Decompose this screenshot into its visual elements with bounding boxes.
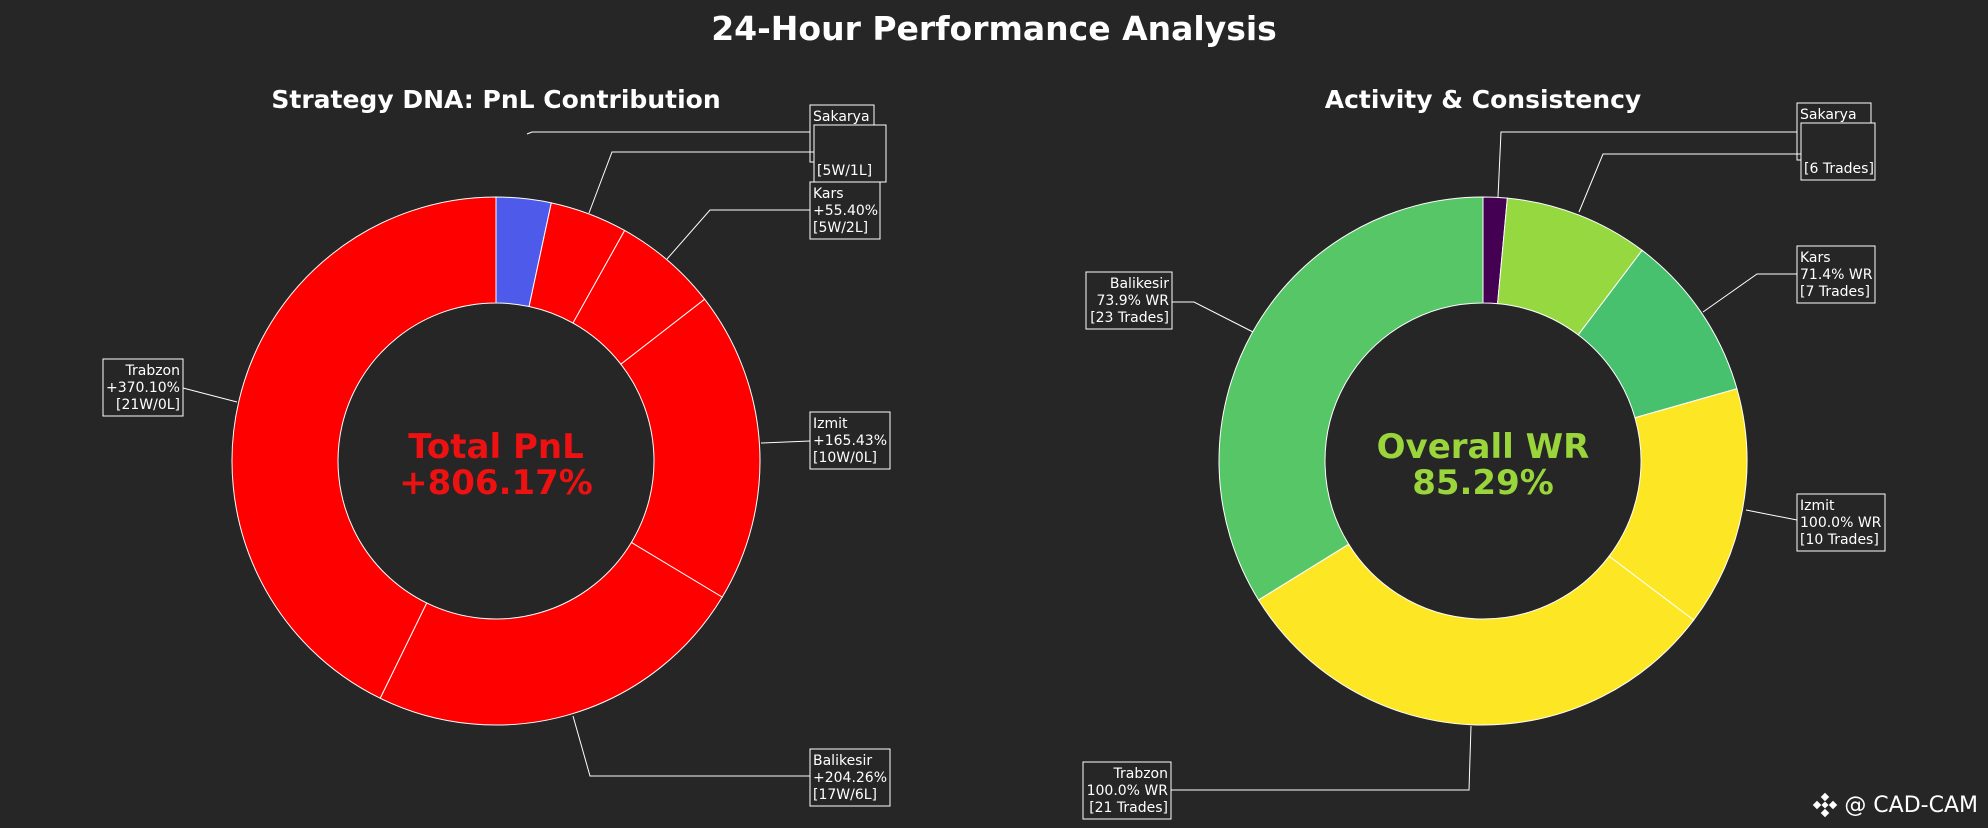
leader-line-izmit bbox=[1745, 509, 1798, 521]
slice-label-balikesir-2: +204.26% bbox=[813, 770, 887, 786]
watermark-text: @ CAD-CAM bbox=[1844, 792, 1978, 818]
donut-slice-izmit bbox=[1608, 388, 1748, 621]
center-label-title-1: Total PnL bbox=[408, 427, 584, 467]
leader-line-balikesir bbox=[1172, 301, 1254, 333]
slice-label-izmit-3: [10 Trades] bbox=[1800, 532, 1879, 548]
center-label-value-2: 85.29% bbox=[1412, 463, 1554, 503]
label-box-ordu bbox=[1800, 122, 1876, 181]
donut-slice-balikesir bbox=[379, 541, 723, 726]
slice-label-izmit-2: +165.43% bbox=[813, 433, 887, 449]
slice-label-kars-2: +55.40% bbox=[813, 203, 878, 219]
leader-line-sakarya bbox=[1497, 131, 1797, 198]
slice-label-izmit-2: 100.0% WR bbox=[1800, 515, 1882, 531]
subplot-title-2: Activity & Consistency bbox=[1325, 85, 1641, 114]
label-box-balikesir bbox=[809, 748, 891, 807]
leader-line-izmit bbox=[760, 440, 811, 444]
slice-label-kars-3: [7 Trades] bbox=[1800, 284, 1870, 300]
donut-slice-trabzon bbox=[1257, 543, 1695, 726]
slice-label-sakarya-1: Sakarya bbox=[1800, 107, 1857, 123]
slice-label-kars-2: 71.4% WR bbox=[1800, 267, 1873, 283]
slice-label-trabzon-3: [21 Trades] bbox=[1089, 800, 1168, 816]
diamond-logo-icon bbox=[1813, 792, 1838, 818]
slice-label-ordu-3: [6 Trades] bbox=[1804, 161, 1874, 177]
leader-line-kars bbox=[666, 209, 810, 260]
slice-label-trabzon-2: +370.10% bbox=[106, 380, 180, 396]
slice-label-kars-1: Kars bbox=[813, 186, 844, 202]
label-box-ordu bbox=[813, 124, 887, 183]
slice-label-izmit-1: Izmit bbox=[1800, 498, 1835, 514]
label-box-trabzon bbox=[1082, 761, 1172, 820]
slice-label-balikesir-1: Balikesir bbox=[813, 753, 872, 769]
slice-label-sakarya-1: Sakarya bbox=[813, 109, 870, 125]
slice-label-kars-1: Kars bbox=[1800, 250, 1831, 266]
page-title: 24-Hour Performance Analysis bbox=[711, 9, 1277, 48]
subplot-title-1: Strategy DNA: PnL Contribution bbox=[271, 85, 720, 114]
slice-label-trabzon-2: 100.0% WR bbox=[1087, 783, 1169, 799]
leader-line-balikesir bbox=[572, 715, 810, 777]
leader-line-sakarya bbox=[526, 131, 810, 135]
donut-slice-trabzon bbox=[231, 196, 497, 699]
leader-line-kars bbox=[1702, 273, 1797, 313]
center-label-title-2: Overall WR bbox=[1377, 427, 1590, 467]
slice-label-trabzon-3: [21W/0L] bbox=[116, 397, 180, 413]
label-box-kars bbox=[1796, 245, 1876, 304]
leader-line-trabzon bbox=[1171, 725, 1472, 791]
donut-slice-izmit bbox=[620, 298, 761, 598]
label-box-kars bbox=[809, 181, 881, 240]
slice-label-ordu-3: [5W/1L] bbox=[817, 163, 872, 179]
label-box-izmit bbox=[1796, 493, 1886, 552]
slice-label-balikesir-2: 73.9% WR bbox=[1097, 293, 1170, 309]
slice-label-balikesir-3: [17W/6L] bbox=[813, 787, 877, 803]
label-box-izmit bbox=[809, 411, 891, 470]
watermark: @ CAD-CAM bbox=[1812, 792, 1978, 818]
label-box-balikesir bbox=[1085, 271, 1173, 330]
slice-label-kars-3: [5W/2L] bbox=[813, 220, 868, 236]
slice-label-trabzon-1: Trabzon bbox=[124, 363, 180, 379]
center-label-value-1: +806.17% bbox=[399, 463, 593, 503]
leader-line-ordu bbox=[588, 151, 814, 214]
donut-slice-balikesir bbox=[1218, 196, 1484, 601]
slice-label-balikesir-1: Balikesir bbox=[1110, 276, 1169, 292]
slice-label-trabzon-1: Trabzon bbox=[1112, 766, 1168, 782]
label-box-trabzon bbox=[102, 358, 184, 417]
slice-label-izmit-1: Izmit bbox=[813, 416, 848, 432]
slice-label-izmit-3: [10W/0L] bbox=[813, 450, 877, 466]
leader-line-trabzon bbox=[182, 387, 238, 403]
leader-line-ordu bbox=[1578, 153, 1801, 213]
slice-label-balikesir-3: [23 Trades] bbox=[1090, 310, 1169, 326]
